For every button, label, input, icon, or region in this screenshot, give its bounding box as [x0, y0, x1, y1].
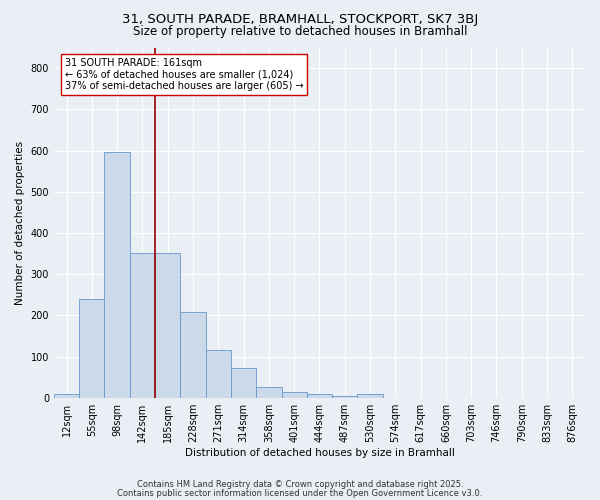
Bar: [206, 350, 231, 398]
Y-axis label: Number of detached properties: Number of detached properties: [15, 140, 25, 304]
Bar: [358, 394, 383, 398]
Text: 31, SOUTH PARADE, BRAMHALL, STOCKPORT, SK7 3BJ: 31, SOUTH PARADE, BRAMHALL, STOCKPORT, S…: [122, 12, 478, 26]
Bar: [155, 252, 181, 398]
Bar: [281, 392, 307, 398]
Text: 31 SOUTH PARADE: 161sqm
← 63% of detached houses are smaller (1,024)
37% of semi: 31 SOUTH PARADE: 161sqm ← 63% of detache…: [65, 58, 303, 91]
Text: Contains public sector information licensed under the Open Government Licence v3: Contains public sector information licen…: [118, 488, 482, 498]
Text: Size of property relative to detached houses in Bramhall: Size of property relative to detached ho…: [133, 25, 467, 38]
Bar: [256, 386, 281, 398]
Bar: [104, 152, 130, 398]
Bar: [54, 394, 79, 398]
Bar: [231, 368, 256, 398]
Bar: [130, 252, 155, 398]
Bar: [181, 312, 206, 398]
Text: Contains HM Land Registry data © Crown copyright and database right 2025.: Contains HM Land Registry data © Crown c…: [137, 480, 463, 489]
X-axis label: Distribution of detached houses by size in Bramhall: Distribution of detached houses by size …: [185, 448, 454, 458]
Bar: [307, 394, 332, 398]
Bar: [79, 299, 104, 398]
Bar: [332, 396, 358, 398]
